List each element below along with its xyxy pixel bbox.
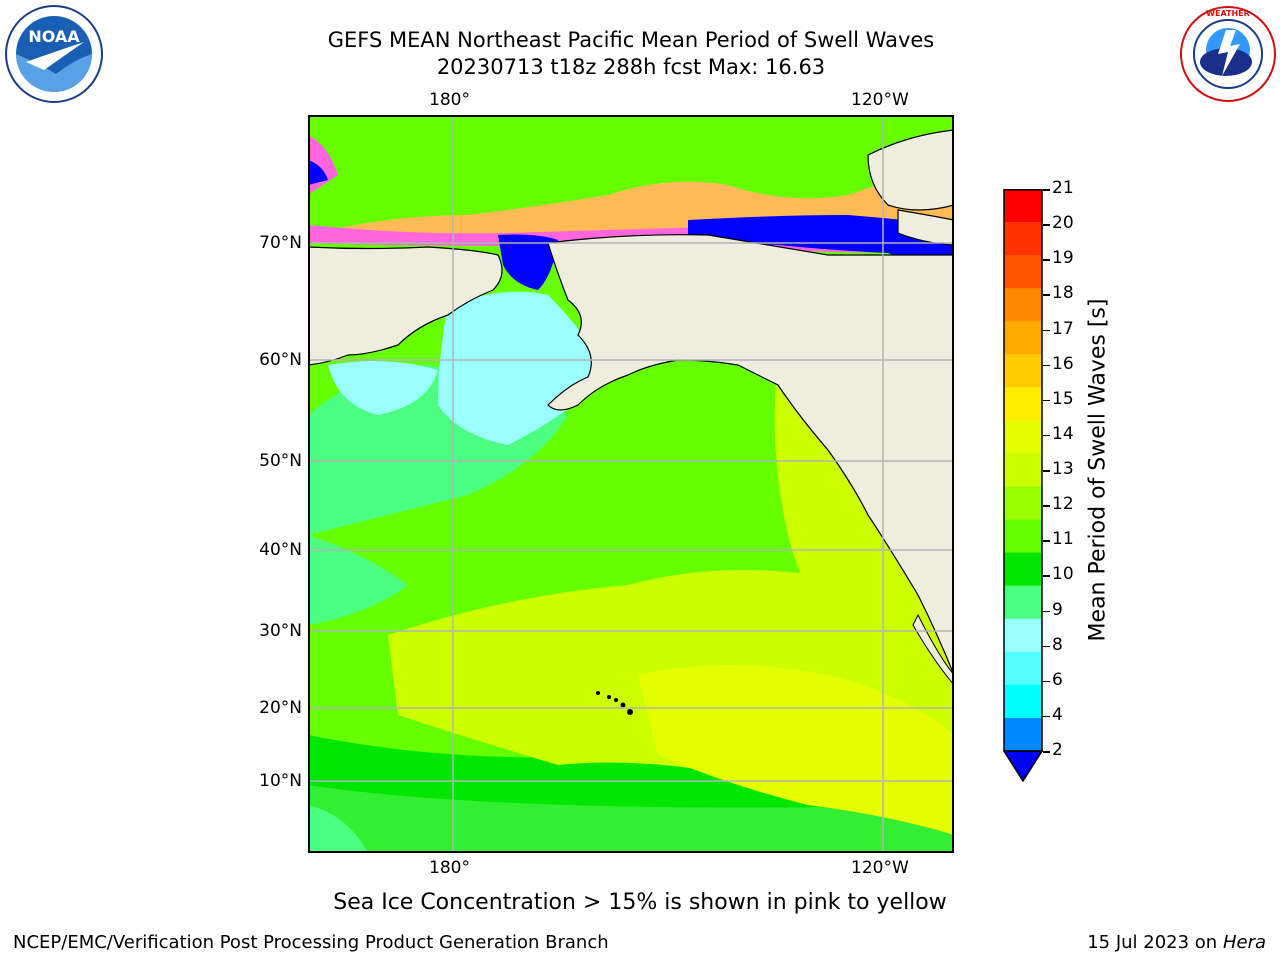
lat-label-10n: 10°N <box>259 771 302 791</box>
chart-title: GEFS MEAN Northeast Pacific Mean Period … <box>327 28 935 52</box>
colorbar-tick-mark <box>1043 751 1050 753</box>
colorbar-tick-mark <box>1043 575 1050 577</box>
land-baja <box>912 613 954 686</box>
colorbar-tick-label: 16 <box>1052 353 1074 374</box>
colorbar-tick-mark <box>1043 540 1050 542</box>
colorbar-tick-mark <box>1043 364 1050 367</box>
colorbar-tick-label: 19 <box>1052 248 1074 269</box>
colorbar-segment <box>1004 420 1042 454</box>
colorbar-tick-label: 4 <box>1052 704 1063 725</box>
colorbar-tick-label: 11 <box>1052 529 1074 550</box>
footer-host: Hera <box>1222 932 1266 953</box>
colorbar-tick-mark <box>1043 329 1050 331</box>
colorbar-tick-mark <box>1043 715 1050 718</box>
land-arctic-islands <box>867 129 954 211</box>
colorbar-segment <box>1004 519 1042 554</box>
footer-date: 15 Jul 2023 on <box>1087 932 1223 953</box>
colorbar-label: Mean Period of Swell Waves [s] <box>1085 298 1111 642</box>
colorbar-tick-labels: 21 20 19 18 17 16 15 14 13 12 11 10 9 8 6 4 2 <box>1043 178 1092 769</box>
colorbar-tick-mark <box>1043 224 1050 226</box>
colorbar-segment <box>1004 486 1042 521</box>
colorbar-tick-label: 13 <box>1052 459 1074 479</box>
colorbar-segment <box>1004 651 1042 686</box>
colorbar-tick-mark <box>1043 610 1050 612</box>
colorbar-extend-triangle <box>1002 750 1044 783</box>
colorbar-tick-label: 8 <box>1052 634 1063 655</box>
colorbar-tick-mark <box>1043 399 1050 402</box>
colorbar-tick-mark <box>1043 505 1050 507</box>
colorbar-tick-label: 17 <box>1052 318 1074 339</box>
lat-label-20n: 20°N <box>259 698 302 718</box>
ocean-yellow-east <box>774 365 954 695</box>
colorbar-tick-label: 21 <box>1052 178 1074 198</box>
colorbar-tick-mark <box>1043 680 1050 683</box>
colorbar-tick-label: 15 <box>1052 388 1074 409</box>
ocean-south-green-2 <box>308 785 954 853</box>
lon-label-top-180: 180° <box>429 90 470 110</box>
map-frame <box>308 115 954 853</box>
ice-blue-chukchi <box>498 234 558 290</box>
lat-label-60n: 60°N <box>259 350 302 370</box>
map-svg <box>308 115 954 853</box>
ice-blue-nw <box>308 160 328 185</box>
colorbar-segment <box>1004 387 1042 421</box>
colorbar-segment <box>1004 618 1042 653</box>
bering-cyan-west <box>328 361 438 415</box>
footer-right: 15 Jul 2023 on Hera <box>1087 932 1266 953</box>
colorbar-tick-label: 18 <box>1052 283 1074 304</box>
colorbar-svg <box>1002 189 1044 783</box>
colorbar-tick-label: 20 <box>1052 213 1074 234</box>
colorbar-tick-label: 2 <box>1052 740 1063 760</box>
colorbar-segment <box>1004 321 1042 355</box>
colorbar-tick-mark <box>1043 259 1050 261</box>
lat-label-50n: 50°N <box>259 451 302 471</box>
footer-left: NCEP/EMC/Verification Post Processing Pr… <box>13 932 609 953</box>
nws-logo: WEATHER <box>1178 4 1278 104</box>
graticule <box>308 115 954 853</box>
lon-label-bottom-180: 180° <box>429 858 470 878</box>
colorbar-tick-label: 6 <box>1052 669 1063 690</box>
colorbar-tick-mark <box>1043 189 1050 191</box>
colorbar-segment <box>1004 255 1042 289</box>
lat-label-30n: 30°N <box>259 621 302 641</box>
land-alaska-canada <box>547 234 954 676</box>
colorbar <box>1002 189 1044 785</box>
colorbar-segment <box>1004 453 1042 488</box>
hawaii-islands <box>596 691 633 715</box>
colorbar-tick-mark <box>1043 645 1050 648</box>
ice-caption: Sea Ice Concentration > 15% is shown in … <box>333 890 947 915</box>
colorbar-segment <box>1004 354 1042 388</box>
svg-text:WEATHER: WEATHER <box>1206 9 1250 18</box>
map-panel <box>308 115 954 853</box>
land-banks-island <box>897 209 954 246</box>
lat-label-40n: 40°N <box>259 540 302 560</box>
colorbar-frame <box>1003 189 1043 752</box>
colorbar-tick-mark <box>1043 434 1050 437</box>
colorbar-tick-label: 10 <box>1052 564 1074 585</box>
colorbar-segment <box>1004 189 1042 223</box>
noaa-logo: NOAA <box>4 4 104 104</box>
chart-subtitle: 20230713 t18z 288h fcst Max: 16.63 <box>436 55 826 79</box>
ocean-teal-sw <box>308 805 368 853</box>
svg-text:NOAA: NOAA <box>28 27 80 46</box>
lon-label-top-120w: 120°W <box>851 90 909 110</box>
colorbar-tick-label: 14 <box>1052 423 1074 444</box>
lat-label-70n: 70°N <box>259 233 302 253</box>
colorbar-segment <box>1004 552 1042 587</box>
colorbar-segment <box>1004 684 1042 719</box>
colorbar-segment <box>1004 585 1042 620</box>
colorbar-segment <box>1004 288 1042 322</box>
colorbar-tick-label: 9 <box>1052 599 1063 620</box>
lon-label-bottom-120w: 120°W <box>851 858 909 878</box>
ocean-teal-west-2 <box>308 535 408 625</box>
colorbar-tick-mark <box>1043 294 1050 296</box>
colorbar-tick-mark <box>1043 470 1050 472</box>
colorbar-tick-label: 12 <box>1052 494 1074 515</box>
colorbar-segment <box>1004 717 1042 752</box>
colorbar-segment <box>1004 222 1042 256</box>
